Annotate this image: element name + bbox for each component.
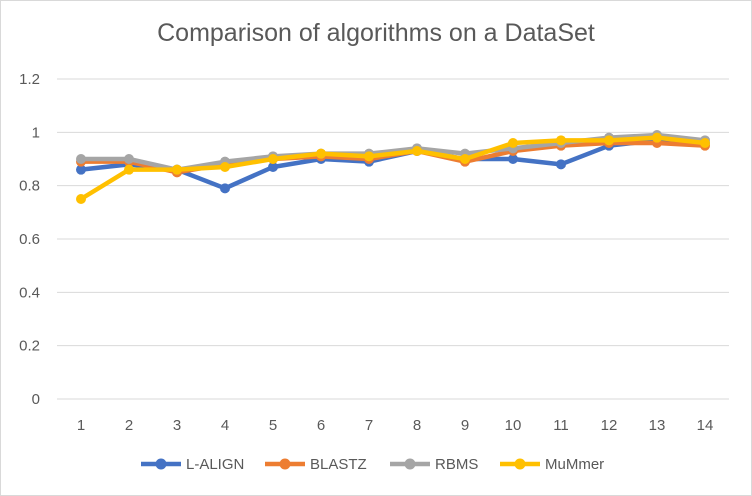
data-point	[556, 159, 566, 170]
series-line	[78, 135, 708, 202]
x-tick-label: 3	[173, 417, 181, 434]
legend-label: L-ALIGN	[186, 456, 244, 473]
gridlines	[57, 78, 729, 347]
x-tick-label: 4	[221, 417, 229, 434]
series-lines	[76, 130, 710, 204]
data-point	[220, 162, 230, 172]
legend-marker	[404, 458, 416, 470]
data-point	[652, 132, 662, 143]
data-point	[172, 164, 182, 175]
y-tick-label: 1.2	[19, 71, 40, 88]
legend-item: RBMS	[390, 456, 478, 473]
data-point	[124, 164, 134, 175]
data-point	[700, 138, 710, 148]
data-point	[364, 151, 374, 162]
x-tick-label: 6	[317, 417, 325, 434]
data-point	[124, 154, 134, 164]
legend-item: BLASTZ	[265, 456, 367, 473]
y-tick-label: 0.4	[19, 284, 40, 301]
x-tick-label: 11	[553, 417, 569, 434]
data-point	[460, 154, 470, 164]
x-tick-label: 1	[77, 417, 85, 434]
x-tick-label: 7	[365, 417, 373, 434]
data-point	[220, 183, 230, 194]
legend-marker	[155, 458, 167, 470]
y-tick-label: 0	[32, 391, 40, 408]
y-tick-label: 0.8	[19, 178, 40, 195]
y-tick-label: 0.2	[19, 338, 40, 355]
data-point	[508, 138, 518, 148]
legend-label: BLASTZ	[310, 456, 367, 473]
data-point	[508, 154, 518, 164]
axes: 00.20.40.60.811.21 2 3 4 5 6 7 8 9 10 11 12 13 14	[19, 71, 729, 434]
x-tick-label: 9	[461, 417, 469, 434]
y-tick-label: 1	[32, 124, 40, 141]
legend-marker	[514, 458, 526, 470]
legend-item: MuMmer	[500, 456, 604, 473]
x-tick-label: 8	[413, 417, 421, 434]
x-tick-label: 2	[125, 417, 133, 434]
x-tick-label: 13	[649, 417, 666, 434]
series-mummer	[76, 132, 710, 204]
data-point	[556, 135, 566, 146]
legend-label: RBMS	[435, 456, 478, 473]
data-point	[268, 154, 278, 164]
x-tick-label: 14	[697, 417, 714, 434]
x-tick-label: 5	[269, 417, 277, 434]
data-point	[412, 146, 422, 156]
y-tick-label: 0.6	[19, 231, 40, 248]
legend-item: L-ALIGN	[141, 456, 244, 473]
legend-marker	[279, 458, 291, 470]
x-tick-label: 10	[505, 417, 522, 434]
chart-title: Comparison of algorithms on a DataSet	[157, 19, 595, 47]
legend: L-ALIGN BLASTZ RBMS MuMmer	[141, 456, 604, 473]
x-tick-label: 12	[601, 417, 618, 434]
data-point	[76, 194, 86, 204]
data-point	[76, 154, 86, 164]
data-point	[268, 162, 278, 172]
data-point	[604, 135, 614, 146]
data-point	[316, 148, 326, 159]
legend-label: MuMmer	[545, 456, 604, 473]
data-point	[76, 164, 86, 175]
